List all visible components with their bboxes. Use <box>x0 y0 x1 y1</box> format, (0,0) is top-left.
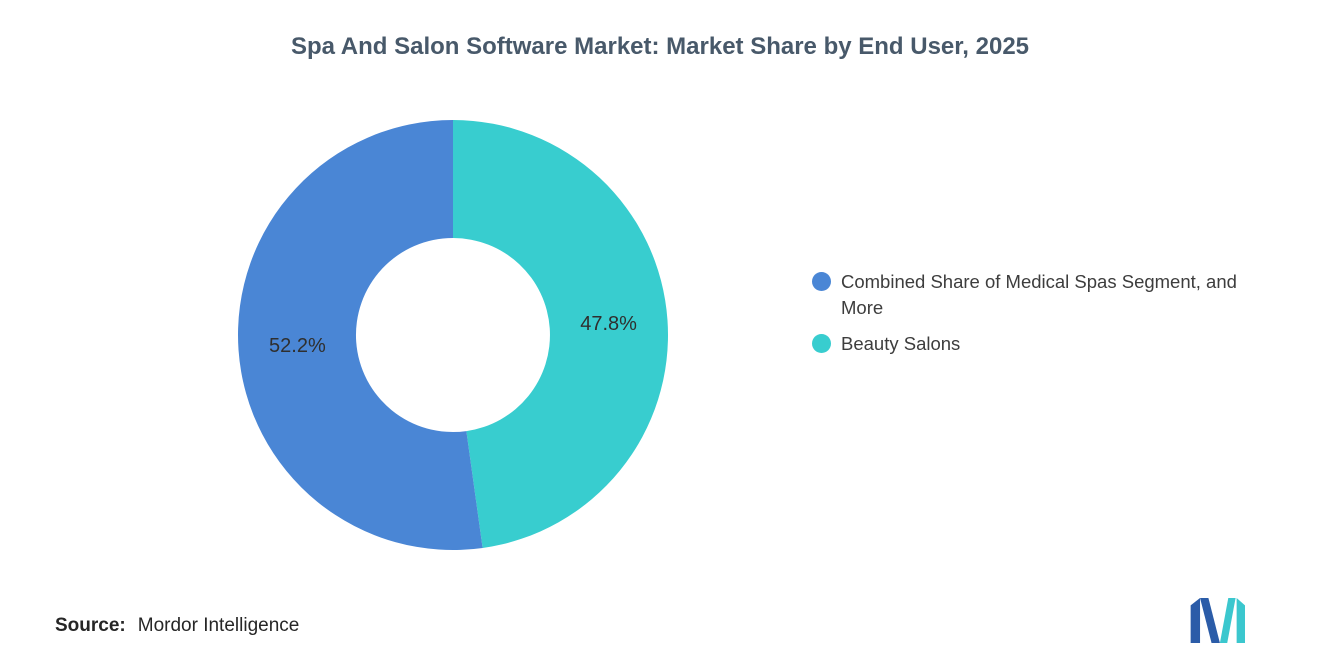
donut-slice-1[interactable] <box>453 120 669 548</box>
donut-chart: 47.8% 52.2% <box>238 120 669 550</box>
source-line: Source: Mordor Intelligence <box>55 615 299 637</box>
logo-shape-left-bar <box>1190 598 1201 643</box>
legend-label: Combined Share of Medical Spas Segment, … <box>841 271 1237 318</box>
legend-label: Beauty Salons <box>841 333 961 354</box>
legend: Combined Share of Medical Spas Segment, … <box>812 269 1292 357</box>
mordor-intelligence-logo <box>1190 598 1245 643</box>
legend-item-beauty-salons[interactable]: Beauty Salons <box>812 331 1292 357</box>
logo-shape-right-bar <box>1236 598 1245 643</box>
source-value: Mordor Intelligence <box>137 615 300 636</box>
legend-marker-icon <box>812 272 831 291</box>
slice-label: 52.2% <box>269 335 326 357</box>
legend-item-medical-spas[interactable]: Combined Share of Medical Spas Segment, … <box>812 269 1292 321</box>
slice-label: 47.8% <box>580 313 637 335</box>
donut-slice-0[interactable] <box>238 120 483 550</box>
logo-shape-left-diagonal <box>1200 598 1220 643</box>
legend-marker-icon <box>812 334 831 353</box>
chart-title: Spa And Salon Software Market: Market Sh… <box>290 33 1030 60</box>
source-label: Source: <box>55 615 126 636</box>
logo-shape-right-diagonal <box>1219 598 1236 643</box>
